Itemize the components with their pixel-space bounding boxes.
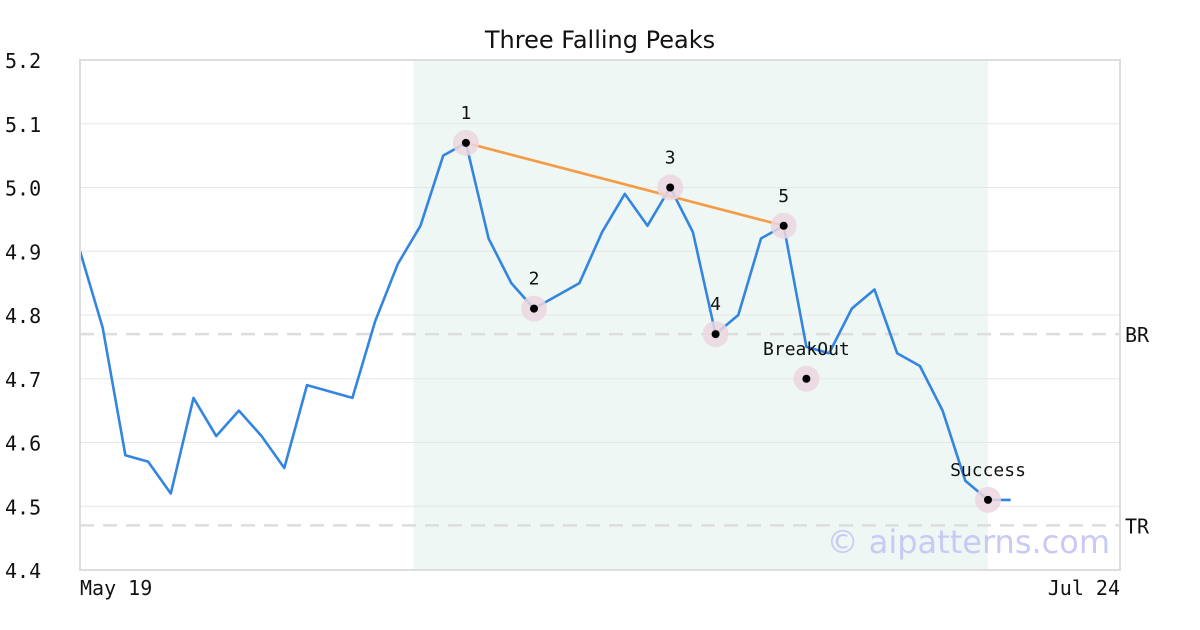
peak-line-layer bbox=[465, 141, 785, 228]
peak-trend-line bbox=[465, 141, 785, 228]
y-tick-label: 4.9 bbox=[5, 240, 41, 264]
reference-lines-layer: BR TR bbox=[80, 323, 1150, 538]
marker-point bbox=[802, 374, 811, 383]
marker-label: 3 bbox=[665, 148, 676, 169]
reference-line-label: BR bbox=[1125, 323, 1150, 347]
y-tick-label: 5.0 bbox=[5, 177, 41, 201]
y-tick-label: 4.4 bbox=[5, 559, 41, 583]
y-tick-label: 4.5 bbox=[5, 495, 41, 519]
marker-label: 1 bbox=[460, 103, 471, 124]
marker-point bbox=[984, 495, 992, 504]
marker-point bbox=[666, 183, 675, 192]
watermark-layer: © aipatterns.com bbox=[827, 523, 1110, 561]
marker-label: BreakOut bbox=[763, 339, 850, 360]
marker-point bbox=[711, 330, 720, 339]
y-tick-label: 5.2 bbox=[5, 49, 41, 73]
x-axis: May 19 Jul 24 bbox=[80, 576, 1120, 600]
y-axis: 4.4 4.5 4.6 4.7 4.8 4.9 5.0 5.1 5.2 bbox=[5, 49, 41, 583]
marker-label: 4 bbox=[710, 294, 721, 315]
y-tick-label: 4.8 bbox=[5, 304, 41, 328]
marker-point bbox=[779, 221, 788, 230]
y-tick-label: 4.6 bbox=[5, 432, 41, 456]
y-tick-label: 4.7 bbox=[5, 368, 41, 392]
chart-title: Three Falling Peaks bbox=[484, 26, 715, 54]
marker-label: 2 bbox=[529, 269, 540, 290]
watermark: © aipatterns.com bbox=[827, 523, 1110, 561]
series-layer bbox=[78, 141, 1011, 502]
plot-frame bbox=[79, 59, 1121, 571]
series-line bbox=[78, 141, 1011, 502]
markers-layer: 1 2 3 4 5 BreakOut Success bbox=[452, 103, 1026, 513]
y-tick-label: 5.1 bbox=[5, 113, 41, 137]
marker-point bbox=[530, 304, 538, 313]
marker-point bbox=[461, 138, 470, 147]
plot-frame-layer bbox=[79, 59, 1121, 571]
x-tick-label: May 19 bbox=[80, 576, 152, 600]
x-tick-label: Jul 24 bbox=[1048, 576, 1120, 600]
marker-label: 5 bbox=[778, 186, 789, 207]
reference-line-label: TR bbox=[1125, 514, 1150, 538]
marker-label: Success bbox=[950, 460, 1026, 481]
